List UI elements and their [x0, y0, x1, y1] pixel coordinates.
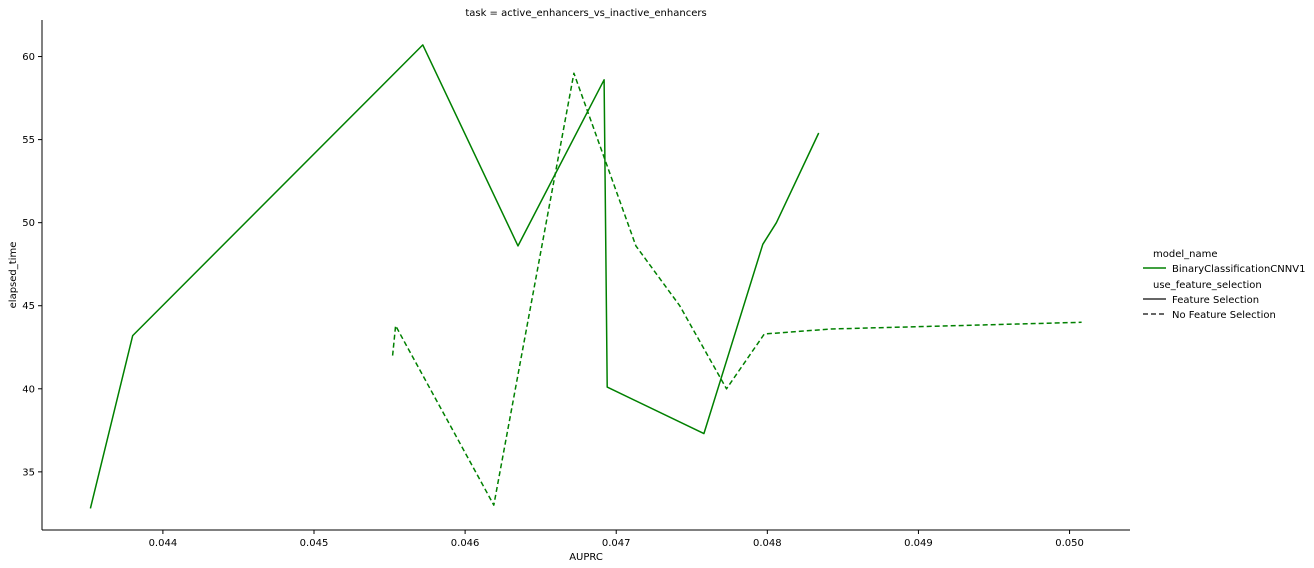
x-tick-label: 0.050	[1055, 538, 1084, 549]
legend-hue-label: BinaryClassificationCNNV1	[1172, 264, 1305, 275]
x-axis-label: AUPRC	[569, 552, 603, 563]
y-axis-label: elapsed_time	[8, 242, 19, 309]
y-ticks: 35 40 45 50 55 60	[22, 52, 42, 478]
x-tick-label: 0.047	[602, 538, 631, 549]
series-line-feature-selection	[89, 44, 820, 509]
x-ticks: 0.044 0.045 0.046 0.047 0.048 0.049 0.050	[149, 530, 1084, 549]
series-line-no-feature-selection	[391, 72, 1082, 506]
y-tick-label: 45	[22, 301, 35, 312]
chart-title: task = active_enhancers_vs_inactive_enha…	[465, 8, 706, 19]
x-tick-label: 0.044	[149, 538, 178, 549]
y-tick-label: 55	[22, 135, 35, 146]
y-tick-label: 35	[22, 467, 35, 478]
series-group	[89, 44, 1082, 509]
x-tick-label: 0.048	[753, 538, 782, 549]
legend-hue-title: model_name	[1153, 249, 1218, 260]
y-tick-label: 60	[22, 52, 35, 63]
legend-style-label-dashed: No Feature Selection	[1172, 310, 1276, 321]
y-tick-label: 40	[22, 384, 35, 395]
legend-style-label-solid: Feature Selection	[1172, 295, 1259, 306]
x-tick-label: 0.046	[451, 538, 480, 549]
legend: model_name BinaryClassificationCNNV1 use…	[1143, 249, 1305, 321]
y-tick-label: 50	[22, 218, 35, 229]
x-tick-label: 0.045	[300, 538, 329, 549]
legend-style-title: use_feature_selection	[1153, 280, 1262, 291]
x-tick-label: 0.049	[904, 538, 933, 549]
